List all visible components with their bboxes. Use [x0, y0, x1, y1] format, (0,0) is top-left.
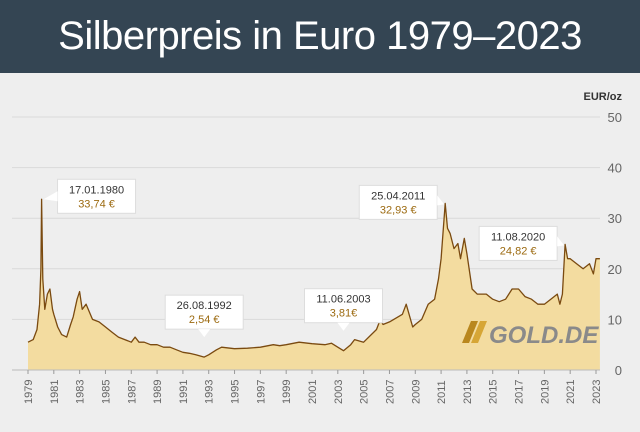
- annotation-value: 32,93 €: [380, 204, 417, 216]
- data-area: [27, 198, 600, 370]
- x-tick-label: 2023: [591, 380, 603, 404]
- annotation-value: 3,81€: [330, 308, 358, 320]
- annotation-box: [303, 288, 383, 324]
- x-tick-label: 2011: [436, 380, 448, 404]
- area-fill: [28, 199, 600, 370]
- gold-de-logo: GOLD.DE: [462, 321, 599, 349]
- x-tick-label: 1993: [204, 380, 216, 404]
- y-tick-label: 40: [608, 161, 622, 176]
- annotation-date: 25.04.2011: [371, 190, 425, 202]
- y-tick-label: 50: [608, 110, 622, 125]
- annotation-value: 33,74 €: [78, 198, 115, 210]
- annotation-pointer: [43, 191, 58, 202]
- chart-area: GOLD.DE 0 10 20 30 40 50 EUR/oz 1979 1981 1983 198…: [0, 73, 640, 427]
- annotation-pointer: [437, 195, 445, 206]
- chart-title: Silberpreis in Euro 1979–2023: [58, 14, 582, 58]
- y-axis-label: EUR/oz: [584, 91, 623, 103]
- x-tick-label: 2013: [462, 380, 474, 404]
- x-tick-label: 2003: [333, 380, 345, 404]
- annotation-date: 11.08.2020: [491, 231, 545, 243]
- x-tick-label: 2009: [410, 380, 422, 404]
- logo-bar-icon: [462, 321, 478, 343]
- x-tick-label: 1997: [255, 380, 267, 404]
- logo-text: GOLD.DE: [489, 322, 599, 349]
- x-tick-label: 2001: [307, 380, 319, 404]
- axes: 0 10 20 30 40 50 EUR/oz 1979 1981 1983 1985 1987 198…: [12, 91, 623, 404]
- y-tick-label: 10: [608, 312, 622, 327]
- x-tick-label: 1987: [126, 380, 138, 404]
- x-tick-label: 1979: [23, 380, 35, 404]
- annotation-date: 26.08.1992: [177, 300, 232, 312]
- annotation-value: 24,82 €: [500, 245, 537, 257]
- annotation-pointer: [337, 322, 350, 331]
- annotation-box: [478, 225, 558, 261]
- y-tick-label: 20: [608, 262, 622, 277]
- annotation-pointer: [557, 236, 565, 247]
- x-tick-label: 2007: [384, 380, 396, 404]
- annotation-date: 11.06.2003: [316, 294, 370, 306]
- logo-bar-icon: [471, 321, 487, 343]
- annotation-pointer: [198, 329, 211, 338]
- x-tick-label: 1989: [152, 380, 164, 404]
- silver-price-chart: GOLD.DE 0 10 20 30 40 50 EUR/oz 1979 1981 1983 198…: [12, 91, 623, 404]
- annotation-value: 2,54 €: [189, 314, 220, 326]
- x-tick-label: 1995: [230, 380, 242, 404]
- x-tick-label: 1999: [281, 380, 293, 404]
- x-tick-label: 2021: [565, 380, 577, 404]
- annotation-date: 17.01.1980: [69, 184, 124, 196]
- x-tick-label: 1985: [100, 380, 112, 404]
- x-tick-label: 2019: [539, 380, 551, 404]
- annotation-box: [57, 178, 137, 214]
- x-tick-label: 1983: [75, 380, 87, 404]
- price-line: [27, 198, 600, 358]
- x-tick-label: 2017: [514, 380, 526, 404]
- x-tick-label: 1991: [178, 380, 190, 404]
- x-tick-label: 2015: [488, 380, 500, 404]
- y-tick-label: 0: [615, 363, 622, 378]
- y-tick-label: 30: [608, 211, 622, 226]
- annotation-box: [358, 184, 438, 220]
- x-tick-label: 1981: [49, 380, 61, 404]
- annotations: 17.01.1980 33,74 € 26.08.1992 2,54 € 11.06.2…: [43, 178, 565, 338]
- x-tick-label: 2005: [359, 380, 371, 404]
- title-bar: Silberpreis in Euro 1979–2023: [0, 0, 640, 73]
- annotation-box: [164, 294, 244, 330]
